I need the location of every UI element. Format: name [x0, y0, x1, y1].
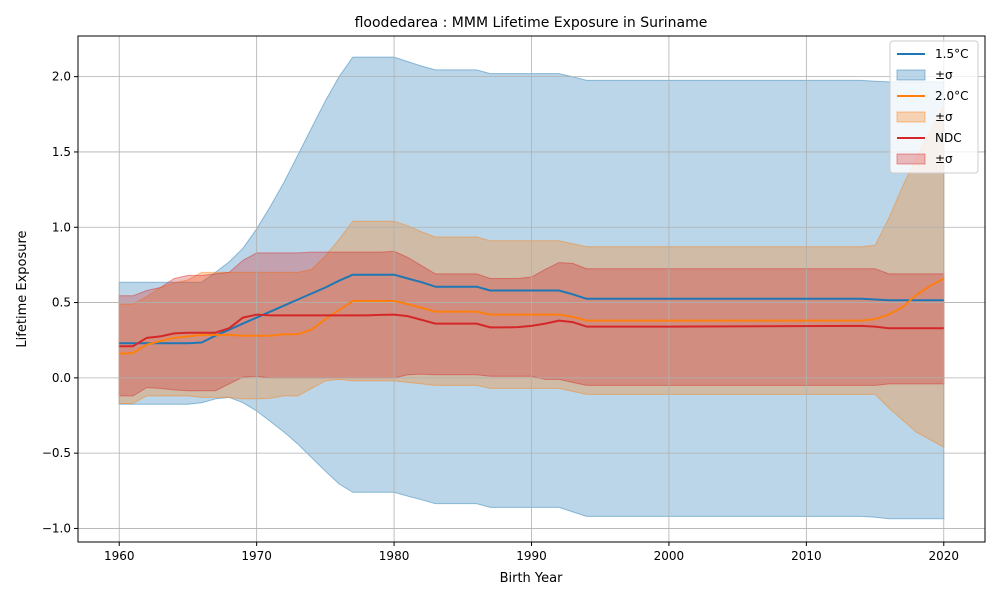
legend-band-label: ±σ [935, 152, 953, 166]
legend-series-label: NDC [935, 131, 962, 145]
legend-band-swatch [896, 153, 926, 165]
y-tick-label: 0.0 [52, 371, 71, 385]
legend-band-swatch [896, 69, 926, 81]
x-tick-label: 1990 [516, 549, 547, 563]
legend-series-label: 1.5°C [935, 47, 968, 61]
y-axis-label: Lifetime Exposure [15, 230, 30, 347]
x-tick-label: 2020 [928, 549, 959, 563]
x-tick-label: 1960 [104, 549, 135, 563]
legend-series-label: 2.0°C [935, 89, 968, 103]
x-axis-label: Birth Year [500, 571, 564, 586]
chart-title: floodedarea : MMM Lifetime Exposure in S… [355, 15, 708, 31]
x-tick-label: 2010 [791, 549, 822, 563]
legend-band-label: ±σ [935, 110, 953, 124]
x-tick-label: 2000 [654, 549, 685, 563]
line-series-2 [119, 313, 944, 348]
legend-band-swatch [896, 111, 926, 123]
x-tick-label: 1970 [241, 549, 272, 563]
x-tick-label: 1980 [379, 549, 410, 563]
legend-box [889, 40, 979, 174]
line-series-1 [119, 277, 945, 355]
y-tick-label: 1.5 [52, 145, 71, 159]
legend: 1.5°C ±σ 2.0°C ±σ NDC ±σ [889, 40, 979, 174]
legend-band-label: ±σ [935, 68, 953, 82]
y-tick-label: 1.0 [52, 220, 71, 234]
y-tick-label: −0.5 [42, 446, 71, 460]
y-tick-label: −1.0 [42, 521, 71, 535]
y-tick-label: 0.5 [52, 296, 71, 310]
y-tick-label: 2.0 [52, 70, 71, 84]
